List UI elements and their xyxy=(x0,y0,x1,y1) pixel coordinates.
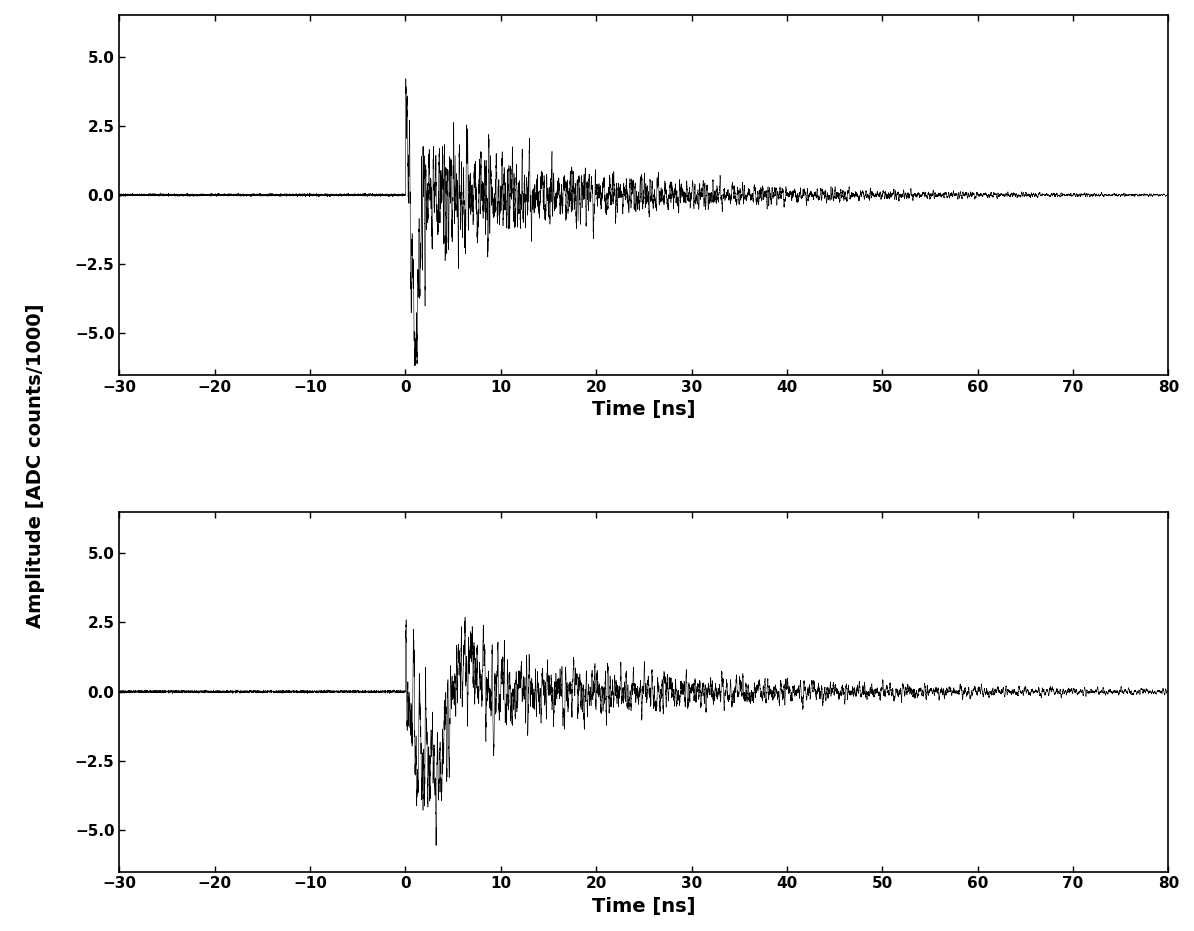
Text: Amplitude [ADC counts/1000]: Amplitude [ADC counts/1000] xyxy=(26,304,45,627)
X-axis label: Time [ns]: Time [ns] xyxy=(592,897,696,916)
X-axis label: Time [ns]: Time [ns] xyxy=(592,400,696,419)
